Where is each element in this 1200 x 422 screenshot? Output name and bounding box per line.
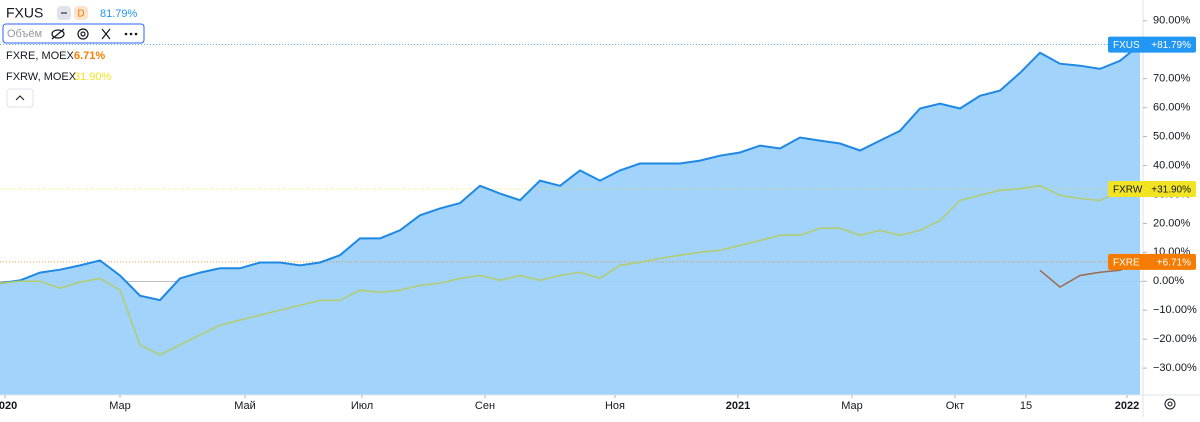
y-tick-label: 50.00% xyxy=(1153,130,1191,142)
y-tick-label: 60.00% xyxy=(1153,102,1191,114)
y-tick-label: 90.00% xyxy=(1153,15,1191,27)
legend-symbol[interactable]: FXRE, MOEX xyxy=(6,50,75,62)
badge-value: +31.90% xyxy=(1151,185,1191,196)
interval: D xyxy=(77,9,84,20)
y-tick-label: 10.00% xyxy=(1153,246,1191,258)
area xyxy=(0,44,1140,395)
legend-value: 81.79% xyxy=(100,8,138,20)
x-tick-label: 15 xyxy=(1020,400,1032,412)
plot-area xyxy=(0,43,1143,395)
x-tick-label: Мар xyxy=(109,400,131,412)
badge-name: FXUS xyxy=(1113,40,1140,51)
interval-badge[interactable] xyxy=(74,6,88,20)
legend-symbol[interactable]: FXRW, MOEX xyxy=(6,71,77,83)
icon xyxy=(61,12,67,14)
y-tick-label: 40.00% xyxy=(1153,159,1191,171)
y-tick-label: −10.00% xyxy=(1153,304,1197,316)
x-tick-label: Ноя xyxy=(605,400,625,412)
collapse-button[interactable] xyxy=(6,88,34,108)
icon xyxy=(15,95,25,101)
legend-value: 6.71% xyxy=(74,50,105,62)
x-tick-label: Окт xyxy=(946,400,965,412)
x-tick-label: 2020 xyxy=(0,400,17,412)
y-tick-label: 20.00% xyxy=(1153,217,1191,229)
line xyxy=(0,184,1141,356)
x-tick-label: Сен xyxy=(475,400,495,412)
y-tick-label: 70.00% xyxy=(1153,73,1191,85)
badge-value: +6.71% xyxy=(1157,257,1191,268)
x-tick-label: 2021 xyxy=(726,400,750,412)
y-tick-label: −30.00% xyxy=(1153,362,1197,374)
badge-name: FXRW xyxy=(1113,185,1143,196)
legend-symbol[interactable]: FXUS xyxy=(6,5,43,21)
price-badge xyxy=(1108,253,1196,270)
x-tick-label: Июл xyxy=(351,400,373,412)
legend-value: 31.90% xyxy=(74,71,112,83)
legend: FXUS D 81.79% Объём FXRE, MOEX 6.71% FXR… xyxy=(2,5,145,108)
price-badge xyxy=(1108,36,1196,53)
x-tick-label: Мар xyxy=(841,400,863,412)
badge-value: +81.79% xyxy=(1151,40,1191,51)
x-tick-label: Май xyxy=(234,400,256,412)
y-tick-label: 0.00% xyxy=(1153,275,1184,287)
y-tick-label: −20.00% xyxy=(1153,333,1197,345)
volume-label[interactable]: Объём xyxy=(7,28,42,40)
toolbar-icons[interactable] xyxy=(51,28,111,40)
price-badge xyxy=(1108,180,1196,197)
badge-name: FXRE xyxy=(1113,257,1140,268)
settings-icon[interactable] xyxy=(1164,398,1176,410)
line xyxy=(0,43,1141,302)
more-icon[interactable] xyxy=(124,32,138,36)
x-tick-label: 2022 xyxy=(1115,400,1139,412)
